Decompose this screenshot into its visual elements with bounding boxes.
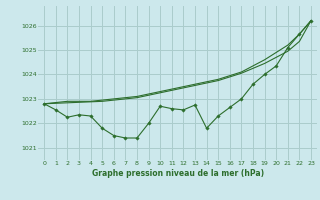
X-axis label: Graphe pression niveau de la mer (hPa): Graphe pression niveau de la mer (hPa) [92,169,264,178]
